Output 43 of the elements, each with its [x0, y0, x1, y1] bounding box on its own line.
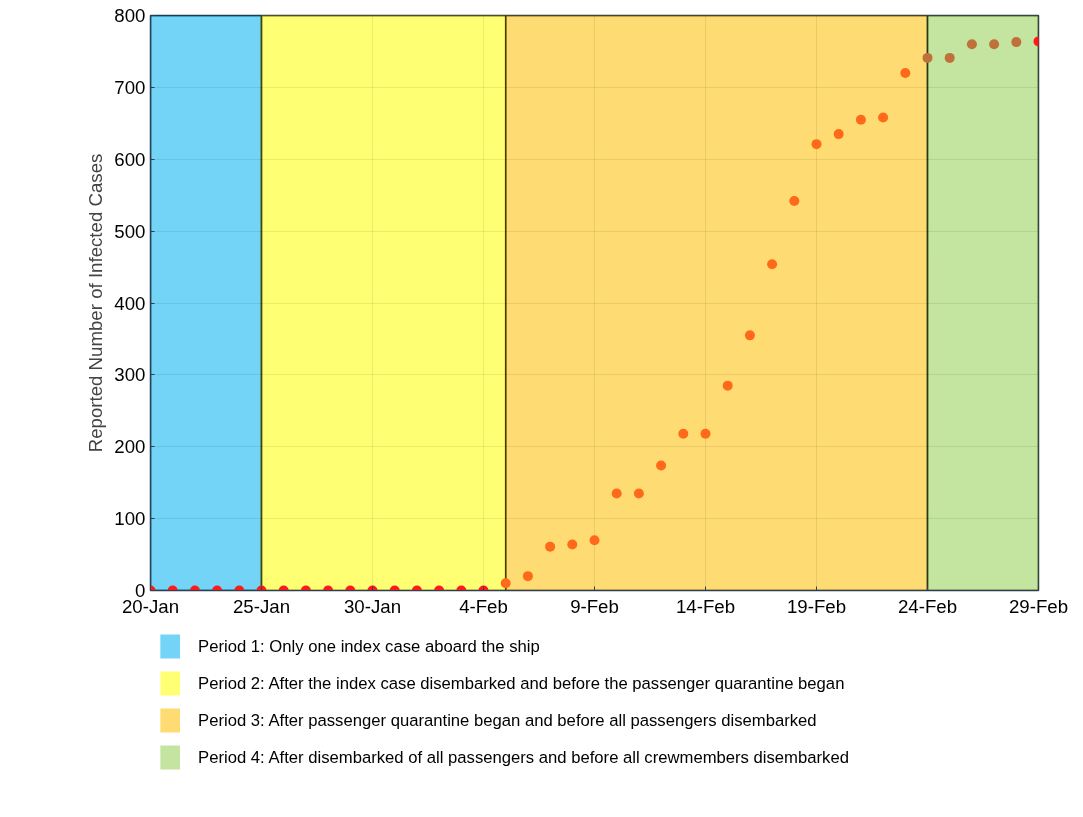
x-tick-label: 24-Feb: [897, 595, 958, 617]
point: [789, 195, 800, 206]
legend-label: Period 1: Only one index case aboard the ship: [198, 637, 540, 656]
y-tick-label: 300: [114, 364, 146, 386]
y-tick-label: 0: [135, 580, 146, 601]
point: [900, 68, 911, 78]
point: [1011, 37, 1022, 48]
point: [811, 139, 822, 150]
y-tick-label: 100: [114, 508, 146, 530]
point: [966, 39, 977, 50]
point: [744, 330, 755, 341]
point: [633, 488, 644, 499]
y-tick-label: 600: [114, 148, 146, 170]
point: [567, 539, 578, 550]
y-tick-label: 400: [114, 292, 146, 314]
point: [833, 129, 844, 140]
y-tick-label: 500: [114, 220, 146, 242]
point: [767, 259, 778, 270]
point: [678, 428, 689, 439]
legend-label: Period 2: After the index case disembarked and before the passenger quarantine began: [198, 674, 845, 693]
point: [611, 488, 622, 499]
point: [944, 52, 955, 63]
point: [656, 460, 667, 471]
point: [922, 52, 933, 63]
legend-label: Period 4: After disembarked of all passengers and before all crewmembers disembarked: [198, 748, 849, 767]
x-tick-label: 9-Feb: [570, 595, 619, 617]
y-tick-label: 700: [114, 76, 146, 98]
x-tick-label: 4-Feb: [459, 595, 508, 617]
x-tick-label: 19-Feb: [786, 595, 847, 617]
y-axis-title: Reported Number of Infected Cases: [85, 153, 107, 453]
x-tick-label: 14-Feb: [675, 595, 736, 617]
x-tick-label: 29-Feb: [1008, 595, 1069, 617]
point: [855, 114, 866, 125]
x-tick-label: 30-Jan: [343, 595, 402, 617]
point: [989, 39, 1000, 50]
point: [545, 541, 556, 552]
x-tick-label: 25-Jan: [232, 595, 291, 617]
legend-label: Period 3: After passenger quarantine began and before all passengers disembarked: [198, 711, 817, 730]
point: [700, 428, 711, 439]
y-tick-label: 800: [114, 5, 146, 26]
point: [722, 380, 733, 391]
y-tick-label: 200: [114, 436, 146, 458]
point: [878, 112, 889, 123]
